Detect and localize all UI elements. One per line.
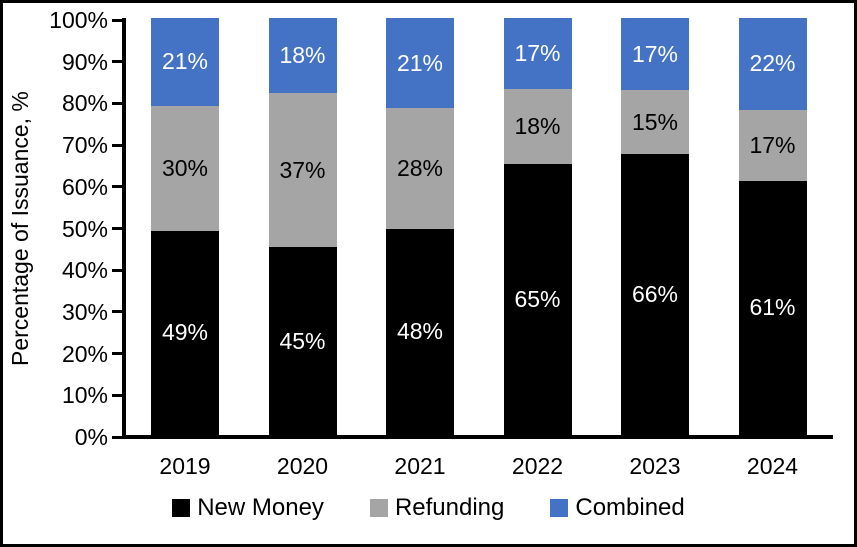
- y-tick-label: 60%: [61, 173, 108, 200]
- data-label: 37%: [279, 156, 326, 183]
- bar-2024: 22% 17% 61%: [738, 18, 807, 435]
- y-tick-label: 70%: [61, 132, 108, 159]
- x-tick-label: 2023: [629, 453, 681, 479]
- segment-refunding: 37%: [268, 93, 337, 248]
- bar-2022: 17% 18% 65%: [503, 18, 572, 435]
- legend-item-new-money: New Money: [172, 496, 324, 520]
- segment-refunding: 30%: [151, 105, 219, 231]
- data-label: 21%: [396, 49, 444, 76]
- y-tick-mark: [112, 352, 122, 356]
- y-tick-mark: [112, 143, 122, 147]
- data-label: 49%: [161, 319, 209, 346]
- bar-2021: 21% 28% 48%: [386, 18, 454, 435]
- data-label: 22%: [749, 50, 796, 77]
- segment-combined: 22%: [738, 18, 807, 110]
- segment-refunding: 17%: [738, 109, 807, 181]
- y-tick-mark: [112, 268, 122, 272]
- segment-new-money: 66%: [621, 154, 689, 435]
- y-tick-mark: [112, 393, 122, 397]
- legend-swatch: [369, 499, 388, 517]
- legend-label: New Money: [197, 494, 324, 521]
- data-label: 48%: [396, 318, 444, 345]
- segment-new-money: 45%: [268, 247, 337, 435]
- data-label: 30%: [161, 154, 209, 181]
- segment-new-money: 65%: [503, 163, 572, 435]
- legend-swatch: [172, 499, 191, 517]
- legend-swatch: [550, 499, 569, 517]
- data-label: 45%: [279, 327, 326, 354]
- data-label: 18%: [279, 42, 326, 69]
- y-tick-label: 10%: [61, 382, 108, 409]
- bar-2019: 21% 30% 49%: [151, 18, 219, 435]
- data-label: 17%: [514, 39, 561, 66]
- bar-2020: 18% 37% 45%: [268, 18, 337, 435]
- y-tick-mark: [112, 18, 122, 22]
- segment-combined: 17%: [503, 18, 572, 89]
- data-label: 17%: [749, 131, 796, 158]
- x-tick-label: 2024: [746, 453, 799, 479]
- bar-2023: 17% 15% 66%: [621, 18, 689, 435]
- data-label: 65%: [514, 285, 561, 312]
- legend-item-combined: Combined: [550, 494, 685, 521]
- segment-combined: 18%: [268, 18, 337, 94]
- legend-label: Combined: [575, 494, 685, 521]
- y-tick-mark: [112, 101, 122, 105]
- segment-combined: 17%: [621, 18, 689, 91]
- y-tick-label: 80%: [61, 90, 108, 117]
- segment-new-money: 61%: [738, 180, 807, 435]
- data-label: 21%: [161, 48, 209, 75]
- segment-combined: 21%: [386, 18, 454, 109]
- y-tick-mark: [112, 60, 122, 64]
- y-tick-label: 30%: [61, 298, 108, 325]
- data-label: 17%: [631, 40, 679, 67]
- data-label: 18%: [514, 112, 561, 139]
- segment-refunding: 28%: [386, 108, 454, 229]
- x-tick-label: 2021: [394, 453, 446, 479]
- y-tick-label: 100%: [49, 7, 108, 33]
- data-label: 66%: [631, 281, 679, 308]
- x-tick-label: 2020: [276, 453, 329, 479]
- segment-refunding: 15%: [621, 90, 689, 155]
- x-tick-label: 2019: [159, 453, 211, 479]
- legend: New Money Refunding Combined: [3, 492, 854, 524]
- y-tick-label: 90%: [61, 48, 108, 75]
- data-label: 61%: [749, 294, 796, 321]
- legend-label: Refunding: [394, 494, 505, 521]
- plot-area: 21% 30% 49% 18% 37% 45% 21% 28% 48% 17% 18% 65% 17% 1…: [122, 18, 833, 439]
- segment-new-money: 49%: [151, 230, 219, 435]
- y-tick-label: 50%: [61, 215, 108, 242]
- segment-combined: 21%: [151, 18, 219, 106]
- y-tick-label: 20%: [61, 340, 108, 367]
- legend-item-refunding: Refunding: [369, 494, 505, 521]
- y-tick-label: 40%: [61, 257, 108, 284]
- y-tick-mark: [112, 310, 122, 314]
- y-tick-mark: [112, 435, 122, 439]
- data-label: 28%: [396, 154, 444, 181]
- y-tick-mark: [112, 227, 122, 230]
- y-tick-label: 0%: [74, 424, 108, 450]
- y-tick-mark: [112, 185, 122, 189]
- x-tick-label: 2022: [511, 453, 564, 479]
- segment-new-money: 48%: [386, 228, 454, 435]
- segment-refunding: 18%: [503, 88, 572, 164]
- data-label: 15%: [631, 108, 679, 135]
